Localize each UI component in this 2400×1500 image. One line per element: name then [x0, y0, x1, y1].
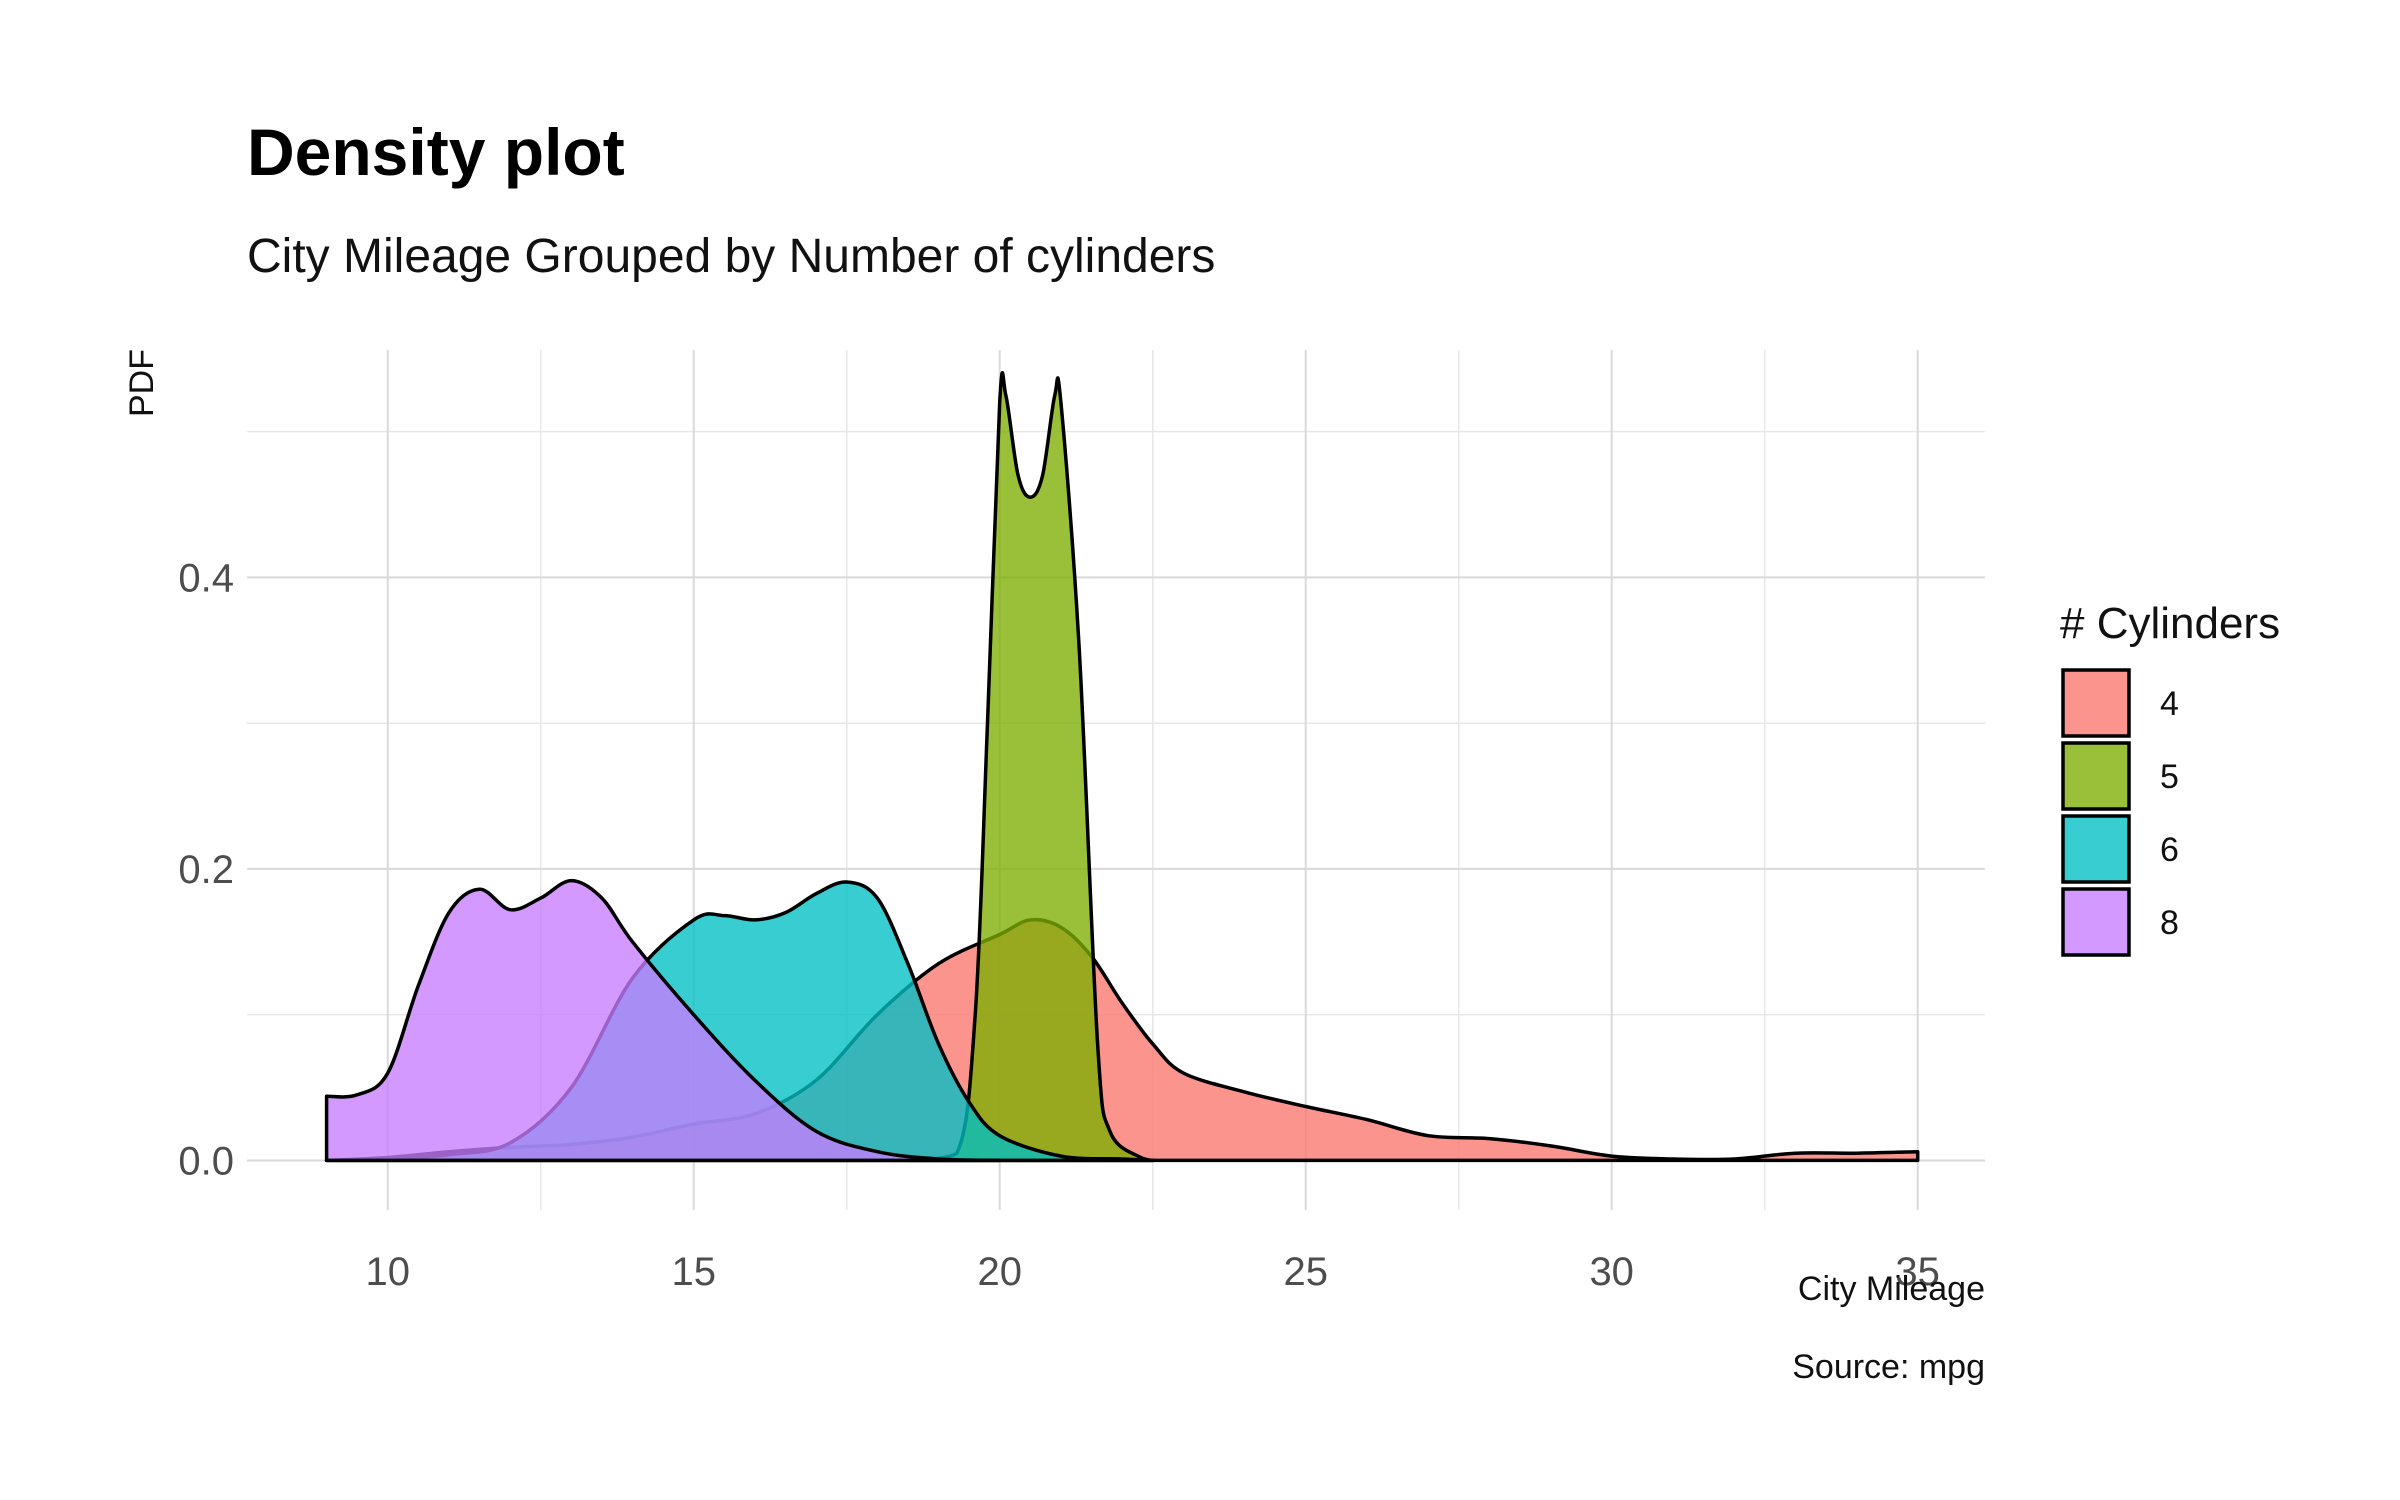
legend-label-8: 8	[2160, 904, 2179, 942]
series-layer	[324, 371, 1920, 1163]
tick-layer: 10 15 20 25 30 35 0.0 0.2 0.4	[178, 556, 1940, 1294]
x-tick-label: 30	[1589, 1250, 1634, 1294]
x-tick-label: 35	[1895, 1250, 1940, 1294]
density-area-8-cyl	[324, 878, 1002, 1163]
legend-title: # Cylinders	[2060, 599, 2280, 648]
legend-label-4: 4	[2160, 685, 2179, 723]
legend-label-5: 5	[2160, 758, 2179, 796]
y-axis-label: PDF	[123, 349, 161, 417]
x-tick-label: 25	[1283, 1250, 1328, 1294]
legend-key-8	[2061, 887, 2131, 957]
density-area-5-cyl	[906, 371, 1155, 1163]
y-tick-label: 0.2	[178, 848, 234, 892]
y-tick-label: 0.0	[178, 1139, 234, 1183]
x-tick-label: 10	[366, 1250, 411, 1294]
x-axis-label: City Mileage	[1798, 1270, 1985, 1308]
y-tick-label: 0.4	[178, 556, 234, 600]
legend-key-5	[2061, 741, 2131, 811]
legend-label-6: 6	[2160, 831, 2179, 869]
caption: Source: mpg	[1792, 1348, 1985, 1386]
legend-key-6	[2061, 814, 2131, 884]
legend-key-4	[2061, 668, 2131, 738]
legend: # Cylinders 4 5 6 8	[2060, 599, 2280, 957]
chart-subtitle: City Mileage Grouped by Number of cylind…	[247, 230, 1215, 283]
x-tick-label: 15	[671, 1250, 716, 1294]
chart-title: Density plot	[247, 115, 625, 189]
x-tick-label: 20	[977, 1250, 1022, 1294]
